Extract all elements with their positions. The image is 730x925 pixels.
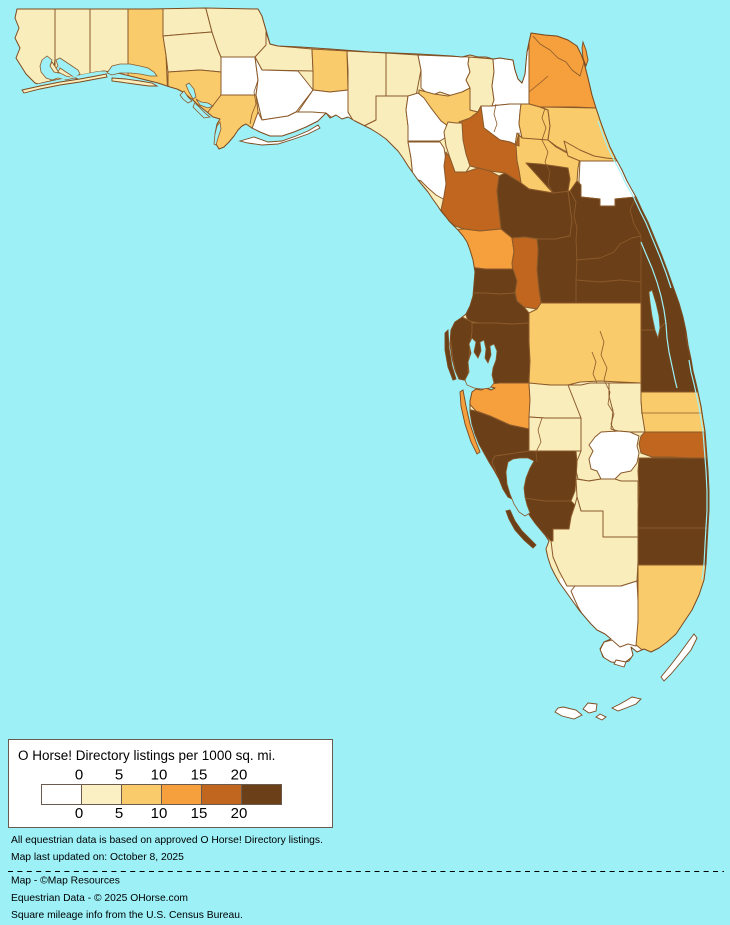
svg-text:10: 10 [151, 767, 168, 784]
svg-text:Map last updated on: October 8: Map last updated on: October 8, 2025 [11, 852, 184, 863]
svg-text:0: 0 [75, 767, 83, 784]
svg-text:15: 15 [191, 767, 208, 784]
svg-text:Equestrian Data - © 2025 OHors: Equestrian Data - © 2025 OHorse.com [11, 893, 188, 904]
svg-text:All equestrian data is based o: All equestrian data is based on approved… [11, 835, 323, 846]
svg-text:O Horse! Directory listings pe: O Horse! Directory listings per 1000 sq.… [18, 748, 275, 763]
svg-text:20: 20 [231, 805, 248, 822]
svg-text:5: 5 [115, 805, 123, 822]
svg-text:Map - ©Map Resources: Map - ©Map Resources [11, 876, 120, 887]
svg-text:20: 20 [231, 767, 248, 784]
svg-text:0: 0 [75, 805, 83, 822]
svg-text:5: 5 [115, 767, 123, 784]
svg-text:10: 10 [151, 805, 168, 822]
svg-text:Square mileage info from the U: Square mileage info from the U.S. Census… [11, 910, 243, 921]
svg-text:15: 15 [191, 805, 208, 822]
